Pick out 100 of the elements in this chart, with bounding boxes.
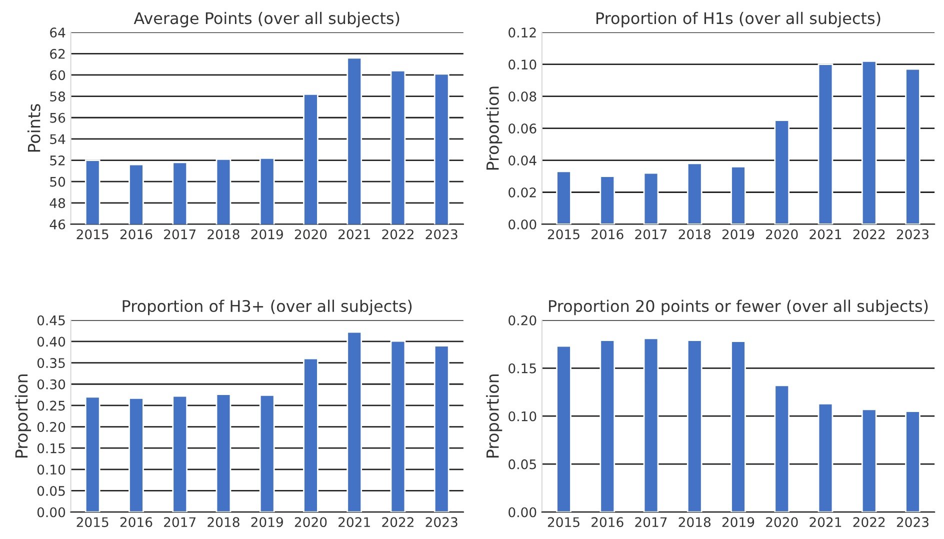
y-tick-label: 50 [50,176,66,187]
bar [556,345,572,512]
y-tick-label: 0.04 [508,155,536,166]
bar [259,394,275,512]
x-tick-label: 2019 [722,517,754,528]
x-tick-label: 2023 [896,517,928,528]
chart-title: Average Points (over all subjects) [134,12,400,28]
x-tick-label: 2021 [810,517,842,528]
x-tick-label: 2020 [294,517,327,528]
y-tick-label: 0.15 [508,363,536,374]
bar [686,340,702,512]
x-tick-label: 2022 [382,517,414,528]
bar [390,340,406,512]
x-tick-label: 2017 [164,229,196,240]
y-tick-label: 0.10 [508,60,536,70]
bar [818,402,834,512]
x-tick-label: 2021 [338,517,370,528]
x-tick-label: 2021 [338,229,370,240]
bar [643,172,659,224]
y-tick-label: 0.06 [508,124,536,134]
bar [216,394,232,512]
bar [730,166,746,224]
y-tick-label: 60 [50,70,66,80]
y-tick-label: 0.00 [508,219,536,230]
chart-title: Proportion of H3+ (over all subjects) [122,300,412,316]
x-tick-label: 2017 [635,517,667,528]
y-tick-label: 56 [50,112,66,123]
bar [346,331,362,512]
x-tick-label: 2022 [853,229,885,240]
x-tick-label: 2015 [76,229,108,240]
x-tick-label: 2017 [164,517,196,528]
y-axis-title: Proportion [486,374,502,458]
bar [774,120,790,224]
y-tick-label: 0.30 [37,379,66,390]
x-tick-label: 2023 [426,517,458,528]
bar [600,340,616,512]
x-tick-label: 2023 [426,229,458,240]
x-tick-label: 2019 [251,517,283,528]
x-tick-label: 2020 [766,229,798,240]
y-tick-label: 0.00 [37,507,66,518]
y-tick-label: 54 [50,134,66,144]
bar [730,340,746,512]
y-axis-title: Proportion [14,374,32,458]
chart-title: Proportion of H1s (over all subjects) [596,12,880,28]
x-tick-label: 2018 [678,229,711,240]
y-tick-label: 0.25 [37,400,65,411]
y-axis-title: Points [27,104,40,152]
y-tick-label: 0.12 [508,28,536,38]
y-tick-label: 0.45 [37,315,65,326]
x-tick-label: 2018 [208,229,240,240]
y-tick-label: 0.10 [37,464,66,475]
x-tick-label: 2015 [548,517,580,528]
y-tick-label: 0.20 [37,422,66,432]
x-tick-label: 2019 [722,229,754,240]
y-tick-label: 0.00 [508,507,536,518]
bar [861,60,877,224]
y-tick-label: 0.08 [508,92,536,102]
x-tick-label: 2018 [208,517,240,528]
bar [861,408,877,512]
x-tick-label: 2016 [592,517,624,528]
bar [905,68,920,224]
x-tick-label: 2020 [766,517,798,528]
bar [84,396,100,512]
bar [128,398,144,512]
x-tick-label: 2016 [120,517,152,528]
y-tick-label: 0.05 [37,486,65,496]
x-tick-label: 2015 [548,229,580,240]
y-tick-label: 58 [50,92,66,102]
bar [818,64,834,224]
x-tick-label: 2022 [853,517,885,528]
x-tick-label: 2020 [294,229,327,240]
x-tick-label: 2018 [678,517,711,528]
bar [172,395,188,512]
x-tick-label: 2016 [592,229,624,240]
y-tick-label: 0.40 [37,336,66,347]
y-tick-label: 48 [50,198,66,208]
bar [434,345,450,512]
bar [556,170,572,224]
y-tick-label: 0.15 [37,443,65,454]
bar [774,384,790,512]
y-tick-label: 64 [50,28,66,38]
y-axis-title: Proportion [486,86,502,170]
x-tick-label: 2016 [120,229,152,240]
y-tick-label: 0.10 [508,411,536,422]
bar [643,338,659,512]
chart-title: Proportion 20 points or fewer (over all subjects) [549,300,928,316]
bar [686,162,702,224]
y-tick-label: 46 [50,219,66,230]
y-tick-label: 0.05 [508,459,536,470]
x-tick-label: 2022 [382,229,414,240]
x-tick-label: 2023 [896,229,928,240]
y-tick-label: 62 [50,48,65,59]
y-tick-label: 0.02 [508,187,536,198]
x-tick-label: 2021 [810,229,842,240]
x-tick-label: 2019 [251,229,283,240]
bar [905,410,920,512]
x-tick-label: 2017 [635,229,667,240]
bar [303,358,318,512]
y-tick-label: 52 [50,155,65,166]
bar [600,176,616,224]
